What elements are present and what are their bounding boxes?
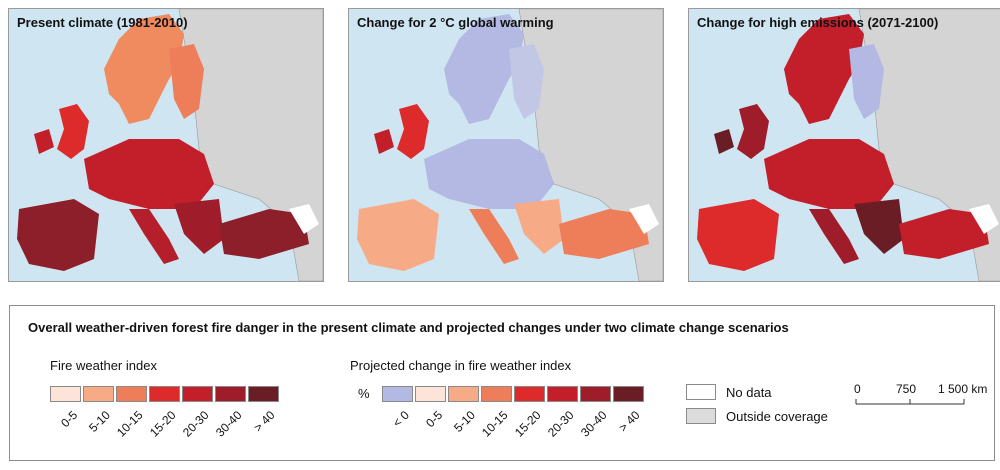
region-turkey	[219, 209, 309, 259]
fwi-swatch-0	[50, 386, 81, 402]
scale-label-1500: 1 500 km	[938, 382, 988, 396]
region-balkans	[174, 199, 224, 254]
region-central-europe	[424, 139, 554, 209]
scale-bar	[855, 399, 965, 405]
region-scandinavia	[784, 14, 864, 124]
change-swatch-6	[580, 386, 611, 402]
fwi-swatch-2	[116, 386, 147, 402]
region-no-data	[289, 204, 319, 234]
map-present-climate: Present climate (1981-2010)	[8, 8, 324, 282]
change-swatch-7	[613, 386, 644, 402]
no-data-swatch	[686, 384, 716, 400]
map-title: Present climate (1981-2010)	[17, 15, 188, 30]
map-high-emissions-svg	[689, 9, 1000, 281]
fwi-tick-0: 0-5	[58, 408, 81, 431]
fwi-swatch-5	[215, 386, 246, 402]
fwi-swatch-6	[248, 386, 279, 402]
fwi-tick-4: 20-30	[179, 408, 212, 440]
scale-label-0: 0	[854, 382, 861, 396]
change-tick-4: 15-20	[511, 408, 544, 440]
region-balkans	[514, 199, 564, 254]
region-ireland	[374, 129, 394, 154]
map-title: Change for 2 °C global warming	[357, 15, 554, 30]
map-title: Change for high emissions (2071-2100)	[697, 15, 939, 30]
fwi-tick-3: 15-20	[146, 408, 179, 440]
fwi-swatch-row	[50, 386, 281, 402]
region-scandinavia	[104, 14, 184, 124]
region-ireland	[714, 129, 734, 154]
fwi-tick-6: > 40	[250, 408, 278, 435]
change-swatch-1	[415, 386, 446, 402]
map-present-svg	[9, 9, 323, 281]
map-two-degree-svg	[349, 9, 663, 281]
outside-coverage-swatch	[686, 408, 716, 424]
fwi-swatch-3	[149, 386, 180, 402]
map-two-degree: Change for 2 °C global warming	[348, 8, 664, 282]
legend-panel: Overall weather-driven forest fire dange…	[9, 305, 995, 461]
change-tick-3: 10-15	[478, 408, 511, 440]
region-finland	[849, 44, 884, 119]
region-italy	[469, 209, 519, 264]
region-turkey	[559, 209, 649, 259]
fwi-tick-5: 30-40	[212, 408, 245, 440]
region-scandinavia	[444, 14, 524, 124]
change-tick-0: < 0	[389, 408, 412, 430]
change-tick-7: > 40	[615, 408, 643, 435]
region-turkey	[899, 209, 989, 259]
no-data-label: No data	[726, 385, 772, 400]
region-finland	[509, 44, 544, 119]
fwi-tick-1: 5-10	[86, 408, 113, 435]
region-central-europe	[84, 139, 214, 209]
change-tick-1: 0-5	[423, 408, 446, 431]
region-uk	[57, 104, 89, 159]
change-tick-6: 30-40	[577, 408, 610, 440]
region-finland	[169, 44, 204, 119]
change-swatch-3	[481, 386, 512, 402]
change-swatch-2	[448, 386, 479, 402]
region-no-data	[629, 204, 659, 234]
change-unit-label: %	[358, 386, 370, 401]
legend-title: Overall weather-driven forest fire dange…	[28, 320, 789, 335]
change-swatch-4	[514, 386, 545, 402]
region-ireland	[34, 129, 54, 154]
map-high-emissions: Change for high emissions (2071-2100)	[688, 8, 1000, 282]
change-swatch-0	[382, 386, 413, 402]
region-iberia	[17, 199, 99, 271]
change-swatch-5	[547, 386, 578, 402]
fwi-swatch-4	[182, 386, 213, 402]
region-uk	[737, 104, 769, 159]
change-tick-5: 20-30	[544, 408, 577, 440]
region-iberia	[357, 199, 439, 271]
change-tick-2: 5-10	[451, 408, 478, 435]
outside-coverage-label: Outside coverage	[726, 409, 828, 424]
change-swatch-row	[382, 386, 646, 402]
fwi-legend-heading: Fire weather index	[50, 358, 157, 373]
region-italy	[809, 209, 859, 264]
region-italy	[129, 209, 179, 264]
region-central-europe	[764, 139, 894, 209]
region-no-data	[969, 204, 999, 234]
fwi-swatch-1	[83, 386, 114, 402]
region-balkans	[854, 199, 904, 254]
region-iberia	[697, 199, 779, 271]
fwi-tick-2: 10-15	[113, 408, 146, 440]
change-legend-heading: Projected change in fire weather index	[350, 358, 572, 373]
scale-label-750: 750	[896, 382, 917, 396]
region-uk	[397, 104, 429, 159]
